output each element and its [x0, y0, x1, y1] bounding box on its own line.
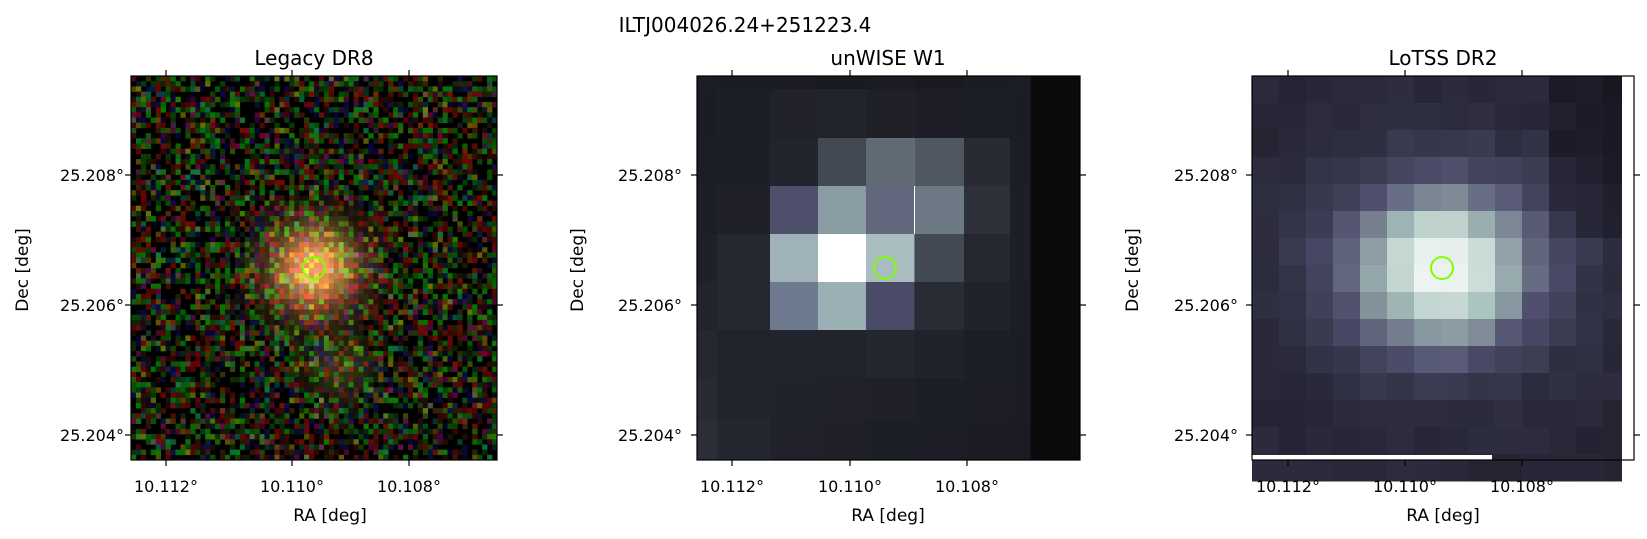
x-axis-label: RA [deg]: [851, 506, 924, 526]
x-tick-label: 10.108°: [935, 477, 999, 496]
x-tick-label: 10.112°: [700, 477, 764, 496]
panel-title: LoTSS DR2: [1388, 46, 1497, 70]
axes-frame: [1246, 70, 1640, 466]
x-tick-label: 10.112°: [134, 477, 198, 496]
x-axis-label: RA [deg]: [293, 506, 366, 526]
x-tick-label: 10.112°: [1256, 477, 1320, 496]
y-axis-label: Dec [deg]: [1123, 228, 1143, 312]
x-tick-label: 10.110°: [818, 477, 882, 496]
axes-frame: [125, 70, 503, 466]
x-tick-label: 10.110°: [1373, 477, 1437, 496]
image-unwise: [697, 76, 1080, 461]
y-tick-label: 25.208°: [60, 166, 124, 185]
y-tick-label: 25.204°: [60, 426, 124, 445]
y-tick-label: 25.208°: [1174, 166, 1238, 185]
x-tick-label: 10.110°: [260, 477, 324, 496]
panel-title: unWISE W1: [830, 46, 945, 70]
x-tick-label: 10.108°: [377, 477, 441, 496]
y-tick-label: 25.206°: [618, 296, 682, 315]
x-tick-label: 10.108°: [1490, 477, 1554, 496]
axes-frame: [691, 70, 1086, 466]
x-axis-label: RA [deg]: [1406, 506, 1479, 526]
y-axis-label: Dec [deg]: [568, 228, 588, 312]
y-tick-label: 25.204°: [618, 426, 682, 445]
source-marker: [1430, 256, 1454, 280]
source-marker: [873, 256, 897, 280]
panel-unwise-w1: unWISE W1 10.112° 10.110° 10.108° 25.208…: [568, 46, 1086, 526]
panel-lotss-dr2: LoTSS DR2 10.112° 10.110° 10.108° 25.208…: [1123, 46, 1640, 526]
image-lotss: [1252, 76, 1634, 482]
panel-title: Legacy DR8: [254, 46, 373, 70]
figure-suptitle: ILTJ004026.24+251223.4: [619, 13, 872, 37]
y-tick-label: 25.206°: [60, 296, 124, 315]
source-marker: [302, 256, 326, 280]
image-legacy: [131, 76, 498, 461]
panel-legacy-dr8: Legacy DR8 10.112° 10.110° 10.108° 25.20…: [13, 46, 503, 526]
y-tick-label: 25.206°: [1174, 296, 1238, 315]
y-axis-label: Dec [deg]: [13, 228, 33, 312]
y-tick-label: 25.208°: [618, 166, 682, 185]
y-tick-label: 25.204°: [1174, 426, 1238, 445]
